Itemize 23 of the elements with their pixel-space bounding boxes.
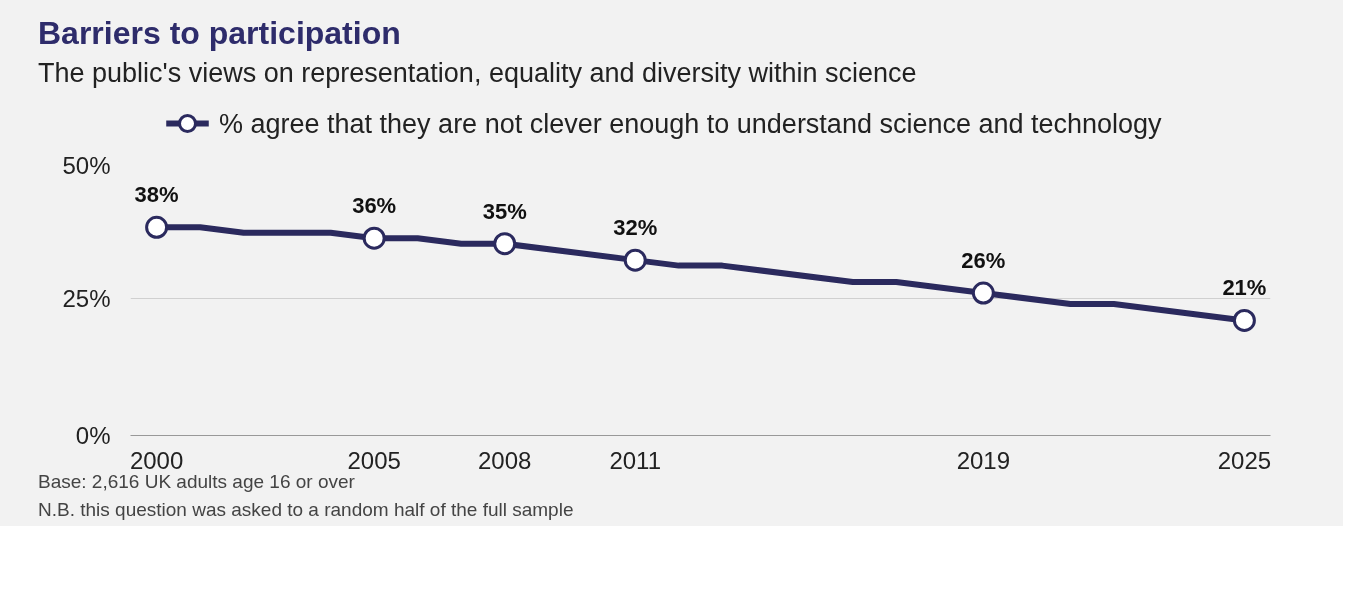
point [145, 215, 169, 239]
point [362, 226, 386, 250]
y-tick-label: 50% [62, 151, 111, 179]
point [971, 281, 995, 305]
legend-label: % agree that they are not clever enough to understand science and technology [218, 108, 1163, 139]
text: N.B. this question was asked to a random half of the full sample [38, 498, 574, 522]
y-tick-label: 0% [75, 421, 111, 449]
data-label: 26% [961, 247, 1006, 273]
chart-subtitle: The public's views on representation, equality and diversity within science [38, 57, 917, 90]
data-label: 21% [1222, 275, 1267, 301]
chart-title: Barriers to participation [38, 14, 401, 53]
data-label: 38% [134, 182, 179, 208]
x-tick-label: 2019 [956, 446, 1011, 474]
x-tick-label: 2011 [609, 446, 662, 474]
data-label: 36% [352, 193, 397, 218]
point [493, 232, 517, 255]
x-tick-label: 2025 [1217, 446, 1272, 474]
y-tick-label: 25% [62, 284, 111, 312]
data-label: 32% [613, 214, 658, 240]
point [1232, 308, 1256, 332]
x-tick-label: 2008 [478, 446, 532, 474]
point [623, 248, 647, 272]
data-label: 35% [482, 198, 527, 224]
